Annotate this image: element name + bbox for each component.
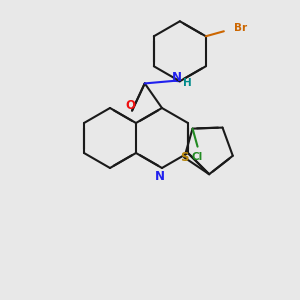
Text: S: S <box>180 151 189 164</box>
Text: N: N <box>155 170 165 184</box>
Text: H: H <box>183 78 192 88</box>
Text: O: O <box>125 99 135 112</box>
Text: N: N <box>172 71 182 84</box>
Text: Cl: Cl <box>192 152 203 162</box>
Text: Br: Br <box>234 23 247 33</box>
